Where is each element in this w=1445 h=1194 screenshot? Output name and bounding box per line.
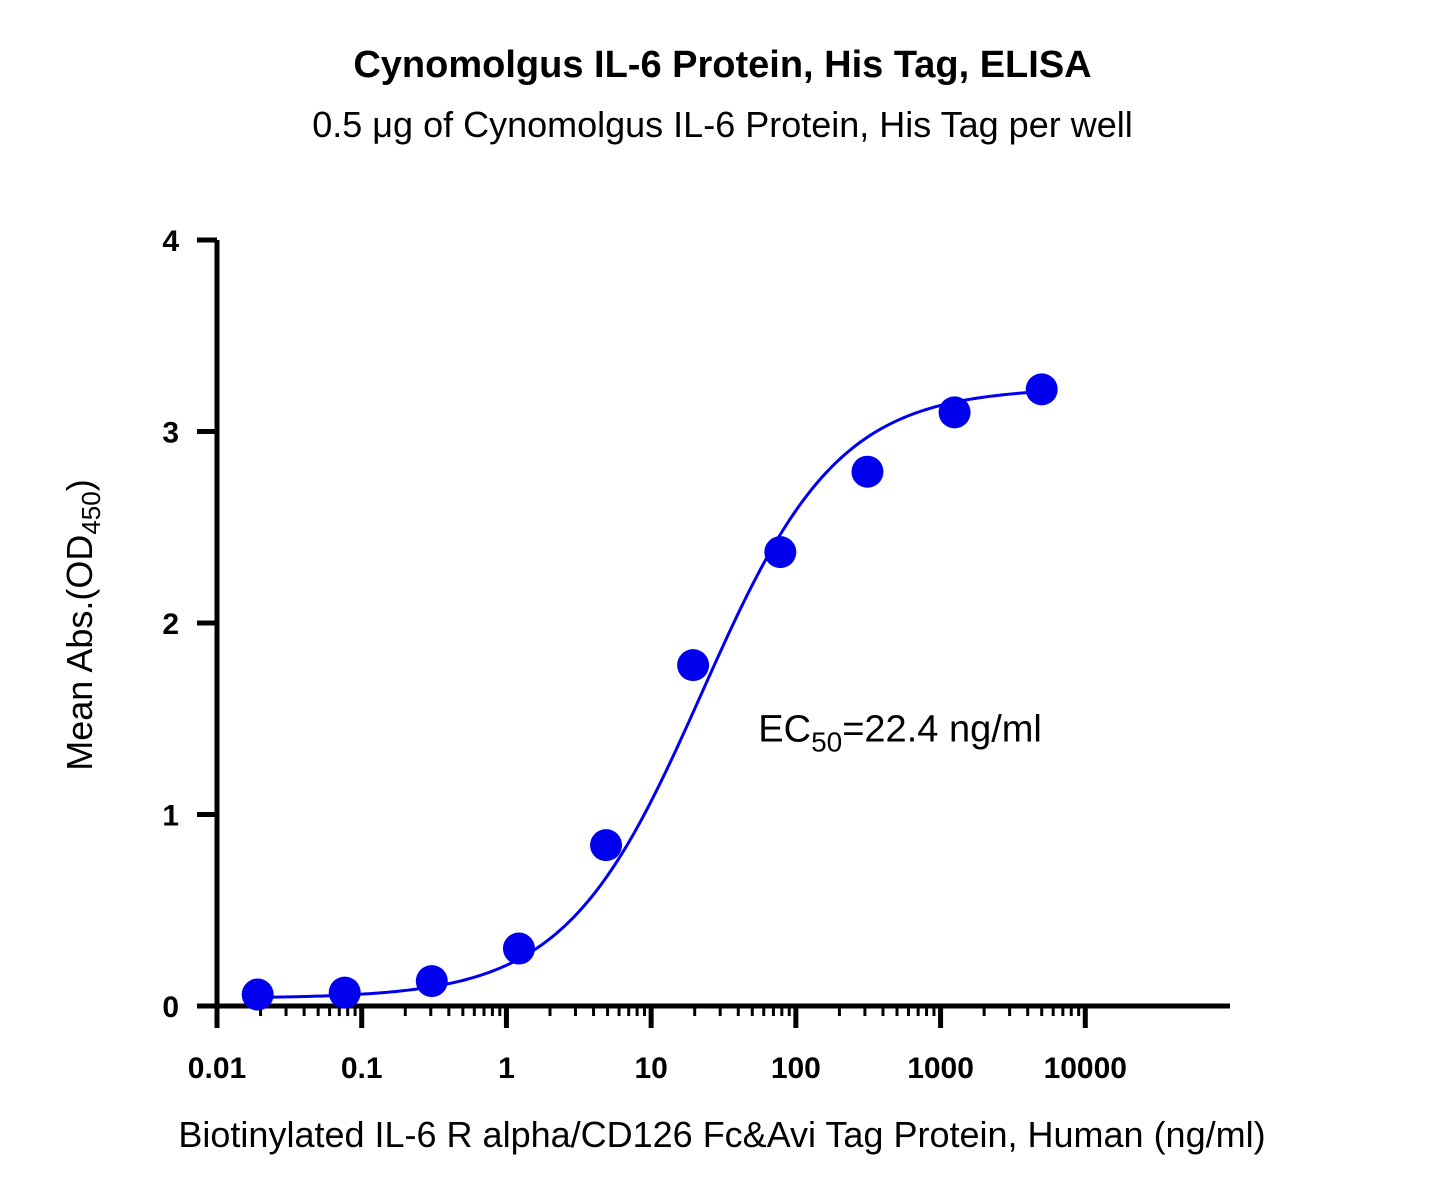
ec50-suffix: =22.4 ng/ml bbox=[842, 709, 1042, 751]
fit-curve bbox=[257, 390, 1042, 999]
data-points-layer bbox=[241, 373, 1058, 1011]
ec50-prefix: EC bbox=[758, 709, 811, 751]
ec50-annotation: EC50=22.4 ng/ml bbox=[758, 709, 1042, 758]
y-tick-label: 2 bbox=[162, 608, 179, 641]
ec50-sub: 50 bbox=[811, 727, 842, 758]
y-axis-label: Mean Abs.(OD450) bbox=[59, 479, 106, 770]
y-axis-label-close: ) bbox=[59, 479, 100, 491]
x-tick-label: 10000 bbox=[1044, 1052, 1127, 1085]
x-tick-label: 0.01 bbox=[188, 1052, 246, 1085]
x-tick-label: 0.1 bbox=[341, 1052, 383, 1085]
data-point bbox=[590, 829, 623, 862]
chart-subtitle: 0.5 μg of Cynomolgus IL-6 Protein, His T… bbox=[312, 104, 1133, 145]
y-axis-label-main: Mean Abs.(OD bbox=[59, 535, 100, 771]
x-tick-label: 1000 bbox=[907, 1052, 974, 1085]
y-tick-label: 0 bbox=[162, 991, 179, 1024]
y-tick-label: 4 bbox=[162, 225, 179, 258]
y-tick-label: 1 bbox=[162, 800, 179, 833]
data-point bbox=[677, 649, 710, 682]
y-tick-label: 3 bbox=[162, 417, 179, 450]
data-point bbox=[851, 455, 884, 488]
chart-title: Cynomolgus IL-6 Protein, His Tag, ELISA bbox=[353, 44, 1092, 86]
data-point bbox=[1025, 373, 1058, 406]
y-axis-label-sub: 450 bbox=[76, 491, 106, 534]
data-point bbox=[415, 965, 448, 998]
x-tick-label: 1 bbox=[498, 1052, 515, 1085]
data-point bbox=[502, 932, 535, 965]
x-tick-label: 100 bbox=[771, 1052, 821, 1085]
data-point bbox=[328, 976, 361, 1009]
axes: 0 1 2 3 4 0.01 0.1 1 10 100 1000 10000 bbox=[162, 225, 1230, 1085]
x-tick-label: 10 bbox=[634, 1052, 667, 1085]
x-axis-label: Biotinylated IL-6 R alpha/CD126 Fc&Avi T… bbox=[178, 1114, 1265, 1155]
data-point bbox=[241, 978, 274, 1011]
data-point bbox=[938, 396, 971, 429]
data-point bbox=[764, 536, 797, 569]
fit-curve-layer bbox=[257, 390, 1042, 999]
